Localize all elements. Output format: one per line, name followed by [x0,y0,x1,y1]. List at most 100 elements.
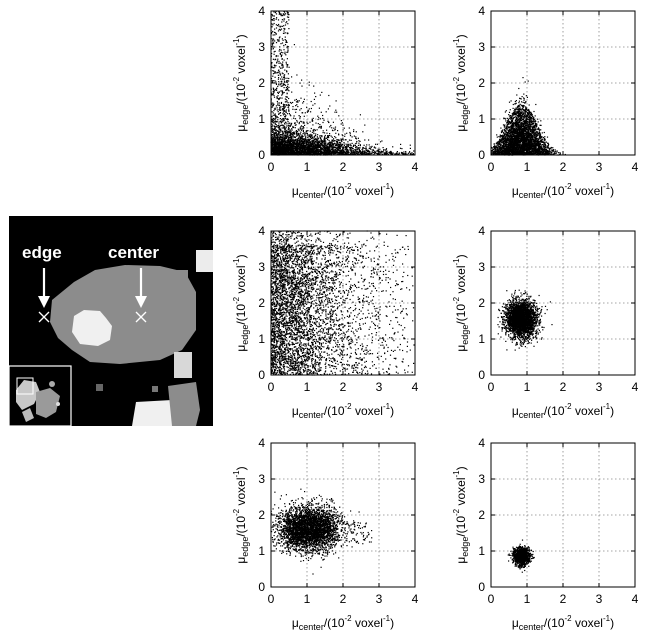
data-point [274,66,276,68]
data-point [291,146,293,148]
data-point [279,74,281,76]
data-point [323,147,326,149]
data-point [323,146,326,148]
data-point [280,143,282,145]
data-point [346,153,348,155]
data-point [281,92,283,94]
data-point [289,146,291,149]
data-point [304,134,306,136]
data-point [366,150,368,152]
data-point [310,148,312,150]
data-point [278,139,280,141]
data-point [271,32,273,34]
data-point [278,141,280,143]
data-point [299,138,301,141]
data-point [283,30,285,32]
data-point [302,148,304,150]
data-point [272,48,274,50]
data-point [302,147,304,149]
data-point [315,137,317,139]
data-point [288,134,290,136]
data-point [272,80,274,82]
data-point [273,125,276,127]
data-point [272,114,274,116]
data-point [279,118,282,120]
data-point [281,134,283,136]
data-point [325,146,327,148]
data-point [301,112,303,114]
data-point [283,80,286,82]
data-point [286,88,288,90]
data-point [289,152,291,154]
data-point [283,106,285,108]
data-point [290,132,292,134]
data-point [318,117,320,119]
data-point [272,142,274,144]
data-point [380,152,382,154]
data-point [284,130,286,132]
data-point [379,141,382,143]
data-point [341,144,343,146]
y-tick-label: 0 [258,148,265,162]
ct-gray-blob-4 [168,382,200,426]
data-point [296,135,298,137]
data-point [277,146,279,148]
data-point [319,137,322,139]
data-point [499,138,501,140]
data-point [289,101,291,104]
data-point [339,145,341,147]
data-point [322,130,324,132]
data-point [273,110,275,112]
data-point [302,138,304,140]
data-point [347,152,349,155]
data-point [281,82,283,84]
data-point [272,119,274,121]
data-point [359,153,361,155]
data-point [306,140,309,143]
data-point [404,153,406,155]
data-point [287,87,289,90]
data-point [284,116,286,118]
data-point [385,153,387,155]
data-point [275,33,277,35]
data-point [334,128,336,130]
data-point [272,58,274,60]
data-point [281,138,283,141]
data-point [272,134,274,136]
ct-image-panel: edge center [8,216,213,427]
data-point [316,129,318,131]
data-point [307,139,309,141]
data-point [297,143,299,145]
data-point [312,152,314,154]
data-point [363,152,366,154]
data-point [279,142,281,144]
data-point [336,152,338,154]
data-point [283,139,285,141]
y-tick-label: 4 [258,4,265,18]
data-point [302,140,304,142]
data-point [293,153,295,155]
data-point [365,146,367,148]
data-point [290,123,292,125]
data-point [281,93,284,95]
data-point [288,153,290,155]
data-point [373,153,375,155]
data-point [288,152,290,154]
data-point [325,140,327,142]
data-point [315,140,317,142]
data-point [288,128,290,130]
data-point [296,141,299,143]
data-point [331,127,333,129]
data-point [512,114,514,116]
data-point [342,124,344,126]
data-point [287,121,289,123]
data-point [281,65,283,67]
data-point [283,137,285,139]
data-point [332,152,334,154]
data-point [286,133,288,135]
data-point [313,148,315,151]
data-point [315,150,317,152]
data-point [281,91,284,93]
data-point [279,138,281,140]
data-point [341,151,343,153]
